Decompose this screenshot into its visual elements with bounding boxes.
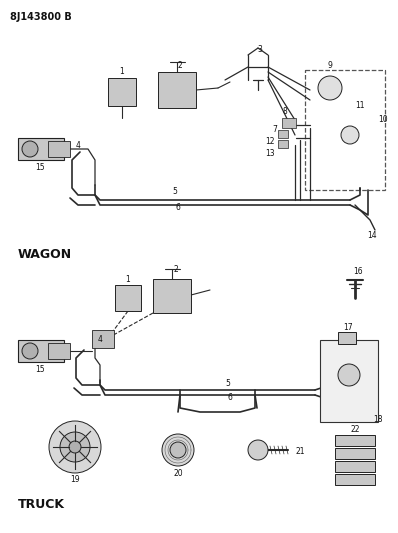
Text: 11: 11 xyxy=(355,101,365,109)
Text: 1: 1 xyxy=(120,68,124,77)
Bar xyxy=(153,279,191,313)
Bar xyxy=(158,72,196,108)
Text: 8J143800 B: 8J143800 B xyxy=(10,12,72,22)
Circle shape xyxy=(22,343,38,359)
Text: 1: 1 xyxy=(126,274,131,284)
Bar xyxy=(320,340,378,422)
Text: 10: 10 xyxy=(378,116,388,125)
Bar xyxy=(335,461,375,472)
Text: 9: 9 xyxy=(328,61,332,69)
Bar xyxy=(18,138,64,160)
Text: 15: 15 xyxy=(35,365,45,374)
Text: 7: 7 xyxy=(273,125,277,134)
Text: 14: 14 xyxy=(367,230,377,239)
Text: 20: 20 xyxy=(173,469,183,478)
Text: 5: 5 xyxy=(226,379,230,389)
Text: 13: 13 xyxy=(265,149,275,157)
Bar xyxy=(92,330,114,348)
Text: 17: 17 xyxy=(343,322,353,332)
Bar xyxy=(278,140,288,148)
Text: 3: 3 xyxy=(258,45,262,54)
Text: 4: 4 xyxy=(76,141,80,149)
Text: 19: 19 xyxy=(70,475,80,484)
Circle shape xyxy=(338,364,360,386)
Text: 2: 2 xyxy=(174,265,178,274)
Text: 5: 5 xyxy=(173,188,178,197)
Text: TRUCK: TRUCK xyxy=(18,498,65,511)
Bar xyxy=(338,332,356,344)
Text: 18: 18 xyxy=(373,416,383,424)
Bar xyxy=(335,474,375,485)
Bar xyxy=(18,340,64,362)
Circle shape xyxy=(162,434,194,466)
Circle shape xyxy=(69,441,81,453)
Text: 8: 8 xyxy=(283,108,287,117)
Circle shape xyxy=(341,126,359,144)
Circle shape xyxy=(318,76,342,100)
Text: 6: 6 xyxy=(228,393,232,402)
Text: 6: 6 xyxy=(176,204,180,213)
Circle shape xyxy=(22,141,38,157)
Bar xyxy=(108,78,136,106)
Bar xyxy=(115,285,141,311)
Bar xyxy=(278,130,288,138)
Bar xyxy=(335,435,375,446)
Text: 12: 12 xyxy=(265,138,275,147)
Circle shape xyxy=(49,421,101,473)
Circle shape xyxy=(60,432,90,462)
Text: 16: 16 xyxy=(353,268,363,277)
Text: 21: 21 xyxy=(295,448,304,456)
Circle shape xyxy=(248,440,268,460)
Bar xyxy=(282,118,296,128)
Text: 2: 2 xyxy=(178,61,182,69)
Bar xyxy=(305,70,385,190)
Text: 4: 4 xyxy=(98,335,102,344)
Text: 15: 15 xyxy=(35,163,45,172)
Text: 22: 22 xyxy=(350,425,360,434)
Bar xyxy=(48,343,70,359)
Bar xyxy=(335,448,375,459)
Text: WAGON: WAGON xyxy=(18,248,72,261)
Bar xyxy=(48,141,70,157)
Circle shape xyxy=(170,442,186,458)
